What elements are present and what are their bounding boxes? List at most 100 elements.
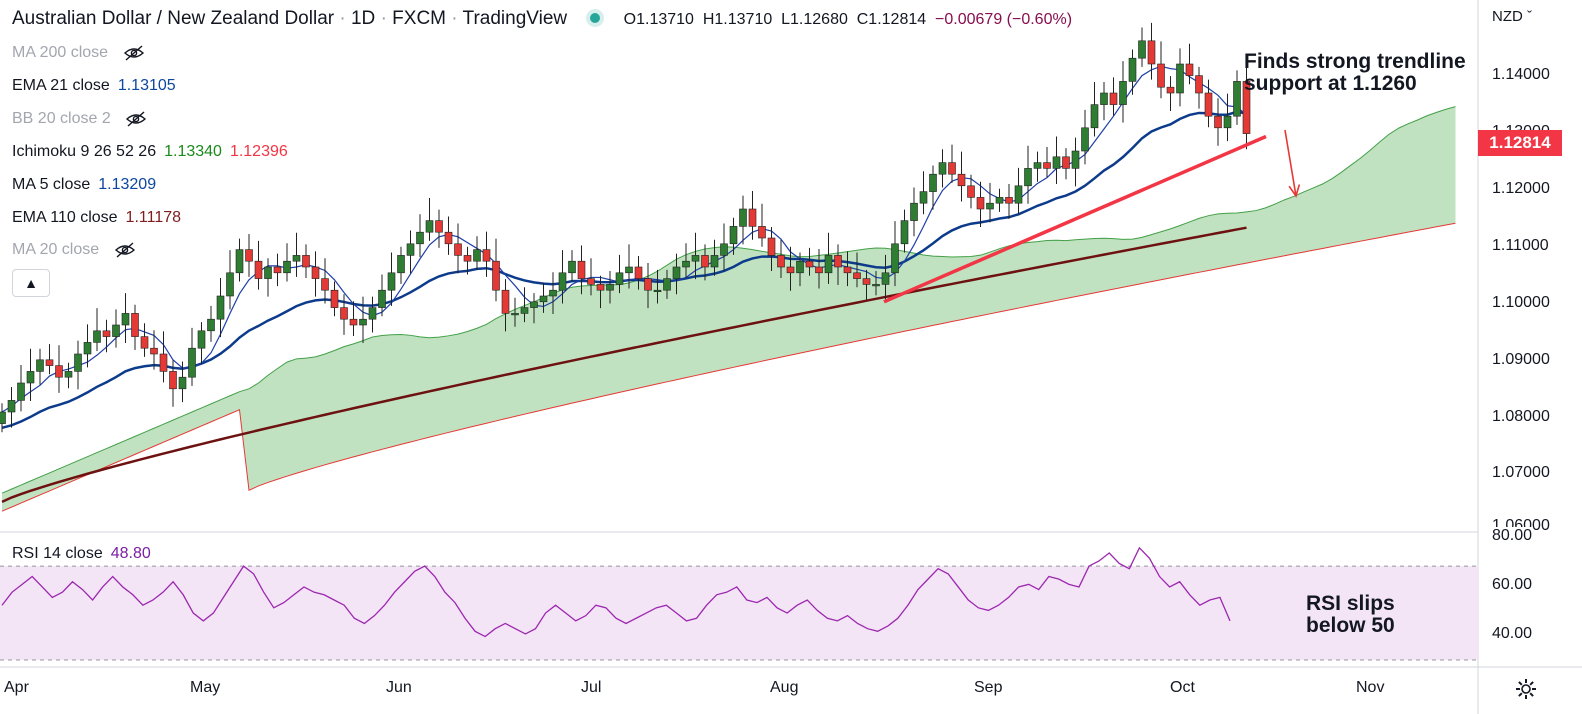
candle-body	[359, 318, 367, 326]
indicator-ma200[interactable]: MA 200 close	[12, 44, 145, 62]
candle-body	[112, 324, 120, 337]
candle-body	[55, 365, 63, 378]
candle-body	[188, 347, 196, 378]
candle-body	[311, 266, 320, 279]
chevron-up-icon: ▲	[24, 275, 38, 291]
candle-body	[368, 307, 377, 320]
candle-body	[1033, 162, 1042, 169]
candle-body	[653, 289, 662, 293]
rsi-legend[interactable]: RSI 14 close 48.80	[12, 545, 151, 562]
candle-body	[615, 272, 624, 285]
candle-body	[796, 260, 804, 274]
indicator-ma20[interactable]: MA 20 close	[12, 241, 136, 259]
candle-body	[416, 231, 424, 245]
candle-body	[596, 284, 605, 291]
candle-body	[910, 202, 918, 221]
ichimoku-cloud	[2, 106, 1456, 512]
candle-body	[17, 382, 25, 401]
candle-body	[739, 208, 747, 227]
currency-selector[interactable]: NZD ˇ	[1492, 8, 1532, 25]
candle-body	[881, 272, 890, 285]
candle-body	[805, 260, 814, 268]
candle-body	[539, 295, 548, 303]
candle-body	[482, 249, 491, 262]
candle-body	[121, 313, 130, 326]
candle-body	[663, 278, 671, 291]
candle-body	[577, 260, 586, 279]
rsi-annotation: RSI slips below 50	[1306, 592, 1395, 637]
indicator-ema110[interactable]: EMA 110 close 1.11178	[12, 209, 182, 226]
candle-body	[330, 289, 339, 308]
candle-body	[1128, 57, 1137, 82]
candle-body	[558, 272, 567, 291]
indicator-ichimoku[interactable]: Ichimoku 9 26 52 26 1.13340 1.12396	[12, 143, 288, 160]
indicator-ma5[interactable]: MA 5 close 1.13209	[12, 176, 157, 193]
candle-body	[1024, 168, 1032, 187]
candle-body	[891, 243, 899, 274]
candle-body	[1157, 63, 1165, 88]
candle-body	[625, 266, 633, 274]
candle-body	[425, 220, 434, 233]
candle-body	[1109, 92, 1118, 105]
candle-body	[26, 371, 35, 384]
time-tick: Oct	[1170, 679, 1195, 696]
candle-body	[853, 272, 861, 279]
candle-body	[862, 278, 871, 285]
candle-body	[216, 295, 225, 320]
price-tick: 1.12000	[1492, 180, 1550, 197]
hidden-eye-icon[interactable]	[114, 242, 136, 258]
candle-body	[45, 359, 54, 366]
candle-body	[492, 260, 500, 291]
candle-body	[226, 272, 234, 297]
candle-body	[644, 278, 652, 291]
candle-body	[948, 162, 956, 175]
candle-body	[957, 173, 966, 187]
rsi-tick: 80.00	[1492, 527, 1533, 545]
indicator-ema21[interactable]: EMA 21 close 1.13105	[12, 77, 176, 94]
candle-body	[777, 255, 785, 268]
price-tick: 1.11000	[1492, 237, 1549, 254]
chart-header: Australian Dollar / New Zealand Dollar ·…	[12, 8, 1073, 29]
gear-icon[interactable]	[1514, 677, 1538, 701]
candle-body	[1119, 81, 1127, 105]
candle-body	[140, 336, 149, 349]
symbol-title[interactable]: Australian Dollar / New Zealand Dollar	[12, 8, 335, 29]
candle-body	[349, 318, 358, 326]
market-status-icon[interactable]	[590, 12, 601, 23]
hidden-eye-icon[interactable]	[125, 111, 147, 127]
candle-body	[748, 208, 757, 227]
candle-body	[1138, 40, 1146, 59]
candle-body	[340, 307, 348, 320]
price-tick: 1.09000	[1492, 351, 1550, 368]
interval-label[interactable]: 1D	[350, 8, 376, 29]
candle-body	[919, 191, 928, 204]
candle-body	[178, 376, 187, 390]
collapse-legend-button[interactable]: ▲	[12, 269, 50, 297]
candle-body	[283, 260, 291, 274]
candle-body	[321, 278, 329, 291]
candle-body	[710, 255, 719, 268]
candle-body	[292, 255, 301, 262]
indicator-bb20[interactable]: BB 20 close 2	[12, 110, 147, 128]
candle-body	[1147, 40, 1156, 65]
candle-body	[273, 266, 282, 274]
time-tick: Sep	[974, 679, 1003, 696]
ema110-line	[1, 226, 1247, 504]
candle-body	[378, 289, 386, 308]
candle-body	[1081, 127, 1089, 152]
hidden-eye-icon[interactable]	[123, 45, 145, 61]
candle-body	[1176, 63, 1184, 94]
candle-body	[511, 313, 519, 316]
candle-body	[207, 318, 215, 332]
candle-body	[720, 243, 728, 256]
candle-body	[473, 249, 481, 262]
candle-body	[986, 202, 994, 210]
platform-label: TradingView	[462, 8, 568, 29]
candle-body	[387, 272, 396, 291]
candle-body	[64, 371, 73, 378]
candle-body	[1005, 197, 1013, 204]
candle-body	[102, 330, 111, 337]
candle-body	[1100, 92, 1108, 105]
candle-body	[1214, 115, 1222, 129]
